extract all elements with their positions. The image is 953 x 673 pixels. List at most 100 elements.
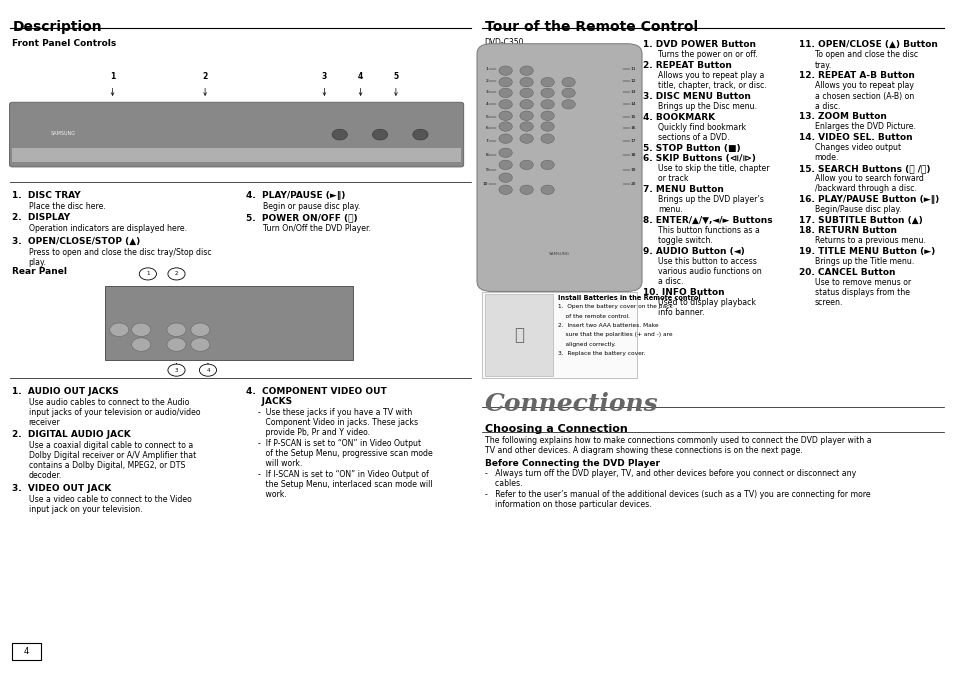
- Text: mode.: mode.: [814, 153, 839, 162]
- Circle shape: [498, 100, 512, 109]
- Circle shape: [498, 185, 512, 194]
- Text: screen.: screen.: [814, 298, 842, 307]
- Text: play.: play.: [29, 258, 47, 267]
- Text: Place the disc here.: Place the disc here.: [29, 202, 106, 211]
- Circle shape: [540, 100, 554, 109]
- Circle shape: [519, 77, 533, 87]
- Circle shape: [540, 185, 554, 194]
- Circle shape: [540, 134, 554, 143]
- Text: Use this button to access: Use this button to access: [658, 257, 757, 266]
- Text: 1: 1: [146, 271, 150, 277]
- Text: the Setup Menu, interlaced scan mode will: the Setup Menu, interlaced scan mode wil…: [257, 480, 432, 489]
- Text: information on those particular devices.: information on those particular devices.: [484, 500, 651, 509]
- Text: Brings up the Title menu.: Brings up the Title menu.: [814, 257, 913, 266]
- Text: This button functions as a: This button functions as a: [658, 226, 760, 235]
- Text: 16. PLAY/PAUSE Button (►‖): 16. PLAY/PAUSE Button (►‖): [799, 195, 939, 204]
- Circle shape: [498, 122, 512, 131]
- Text: 4: 4: [206, 367, 210, 373]
- Text: -   Always turn off the DVD player, TV, and other devices before you connect or : - Always turn off the DVD player, TV, an…: [484, 469, 855, 478]
- Text: Used to display playback: Used to display playback: [658, 298, 756, 307]
- Text: Before Connecting the DVD Player: Before Connecting the DVD Player: [484, 459, 659, 468]
- Bar: [481, 292, 637, 378]
- Text: 1.  AUDIO OUT JACKS: 1. AUDIO OUT JACKS: [12, 387, 119, 396]
- Circle shape: [498, 66, 512, 75]
- Text: Allow you to search forward: Allow you to search forward: [814, 174, 923, 183]
- FancyBboxPatch shape: [476, 44, 641, 291]
- Text: Begin or pause disc play.: Begin or pause disc play.: [263, 202, 360, 211]
- Text: toggle switch.: toggle switch.: [658, 236, 713, 245]
- Text: 8. ENTER/▲/▼,◄/► Buttons: 8. ENTER/▲/▼,◄/► Buttons: [642, 216, 772, 225]
- Text: 4: 4: [357, 72, 363, 81]
- FancyBboxPatch shape: [10, 102, 463, 167]
- Text: -   Refer to the user’s manual of the additional devices (such as a TV) you are : - Refer to the user’s manual of the addi…: [484, 490, 869, 499]
- Text: a chosen section (A-B) on: a chosen section (A-B) on: [814, 92, 913, 100]
- Text: input jacks of your television or audio/video: input jacks of your television or audio/…: [29, 408, 200, 417]
- Text: Press to open and close the disc tray/Stop disc: Press to open and close the disc tray/St…: [29, 248, 211, 256]
- Bar: [481, 49, 637, 286]
- Text: 6: 6: [485, 126, 488, 130]
- Text: 3. DISC MENU Button: 3. DISC MENU Button: [642, 92, 750, 101]
- Text: 11. OPEN/CLOSE (▲) Button: 11. OPEN/CLOSE (▲) Button: [799, 40, 938, 49]
- Circle shape: [168, 268, 185, 280]
- Text: Brings up the DVD player’s: Brings up the DVD player’s: [658, 195, 763, 204]
- Text: 1.  Open the battery cover on the back: 1. Open the battery cover on the back: [558, 304, 672, 309]
- Text: Install Batteries in the Remote control: Install Batteries in the Remote control: [558, 295, 700, 301]
- Text: 3: 3: [174, 367, 178, 373]
- Text: 18: 18: [630, 153, 636, 157]
- Text: input jack on your television.: input jack on your television.: [29, 505, 142, 513]
- Circle shape: [498, 77, 512, 87]
- Circle shape: [191, 338, 210, 351]
- Text: work.: work.: [257, 490, 286, 499]
- Text: 1.  DISC TRAY: 1. DISC TRAY: [12, 191, 81, 200]
- Bar: [12, 643, 41, 660]
- Circle shape: [498, 88, 512, 98]
- Text: 13. ZOOM Button: 13. ZOOM Button: [799, 112, 886, 121]
- Text: will work.: will work.: [257, 459, 302, 468]
- Text: Front Panel Controls: Front Panel Controls: [12, 39, 116, 48]
- Circle shape: [519, 160, 533, 170]
- Circle shape: [519, 122, 533, 131]
- Text: 11: 11: [630, 67, 636, 71]
- Circle shape: [332, 129, 347, 140]
- Text: 16: 16: [630, 126, 636, 130]
- Text: of the remote control.: of the remote control.: [558, 314, 629, 318]
- Text: 7: 7: [485, 139, 488, 143]
- Text: Description: Description: [12, 20, 102, 34]
- Text: 2.  DIGITAL AUDIO JACK: 2. DIGITAL AUDIO JACK: [12, 430, 131, 439]
- Text: SAMSUNG: SAMSUNG: [548, 252, 570, 256]
- Circle shape: [132, 338, 151, 351]
- Text: 1: 1: [110, 72, 115, 81]
- Text: 6. SKIP Buttons (⧏/⧐): 6. SKIP Buttons (⧏/⧐): [642, 154, 755, 163]
- Circle shape: [168, 364, 185, 376]
- Bar: [12, 148, 460, 162]
- Circle shape: [540, 111, 554, 120]
- Text: 18. RETURN Button: 18. RETURN Button: [799, 226, 897, 235]
- Text: JACKS: JACKS: [246, 397, 292, 406]
- Text: Component Video in jacks. These jacks: Component Video in jacks. These jacks: [257, 418, 417, 427]
- Text: 4. BOOKMARK: 4. BOOKMARK: [642, 113, 715, 122]
- Text: 9: 9: [485, 168, 488, 172]
- Text: -  If I-SCAN is set to “ON” in Video Output of: - If I-SCAN is set to “ON” in Video Outp…: [257, 470, 428, 479]
- Circle shape: [498, 111, 512, 120]
- Text: 13: 13: [630, 90, 636, 94]
- Circle shape: [139, 268, 156, 280]
- Circle shape: [110, 323, 129, 336]
- Text: 4.  COMPONENT VIDEO OUT: 4. COMPONENT VIDEO OUT: [246, 387, 387, 396]
- Text: 12: 12: [630, 79, 636, 83]
- Text: 3.  OPEN/CLOSE/STOP (▲): 3. OPEN/CLOSE/STOP (▲): [12, 237, 140, 246]
- Circle shape: [372, 129, 387, 140]
- Text: -  If P-SCAN is set to “ON” in Video Output: - If P-SCAN is set to “ON” in Video Outp…: [257, 439, 420, 448]
- Text: 2.  Insert two AAA batteries. Make: 2. Insert two AAA batteries. Make: [558, 323, 658, 328]
- Text: Choosing a Connection: Choosing a Connection: [484, 424, 627, 434]
- Text: sections of a DVD.: sections of a DVD.: [658, 133, 729, 142]
- Circle shape: [413, 129, 428, 140]
- Text: 7. MENU Button: 7. MENU Button: [642, 185, 723, 194]
- Text: sure that the polarities (+ and -) are: sure that the polarities (+ and -) are: [558, 332, 672, 337]
- Text: 🔋: 🔋: [514, 326, 523, 344]
- Text: TV and other devices. A diagram showing these connections is on the next page.: TV and other devices. A diagram showing …: [484, 446, 801, 455]
- Text: Begin/Pause disc play.: Begin/Pause disc play.: [814, 205, 901, 214]
- Text: DVD-C350: DVD-C350: [484, 38, 523, 46]
- Text: various audio functions on: various audio functions on: [658, 267, 761, 276]
- Text: 20. CANCEL Button: 20. CANCEL Button: [799, 268, 895, 277]
- Circle shape: [519, 185, 533, 194]
